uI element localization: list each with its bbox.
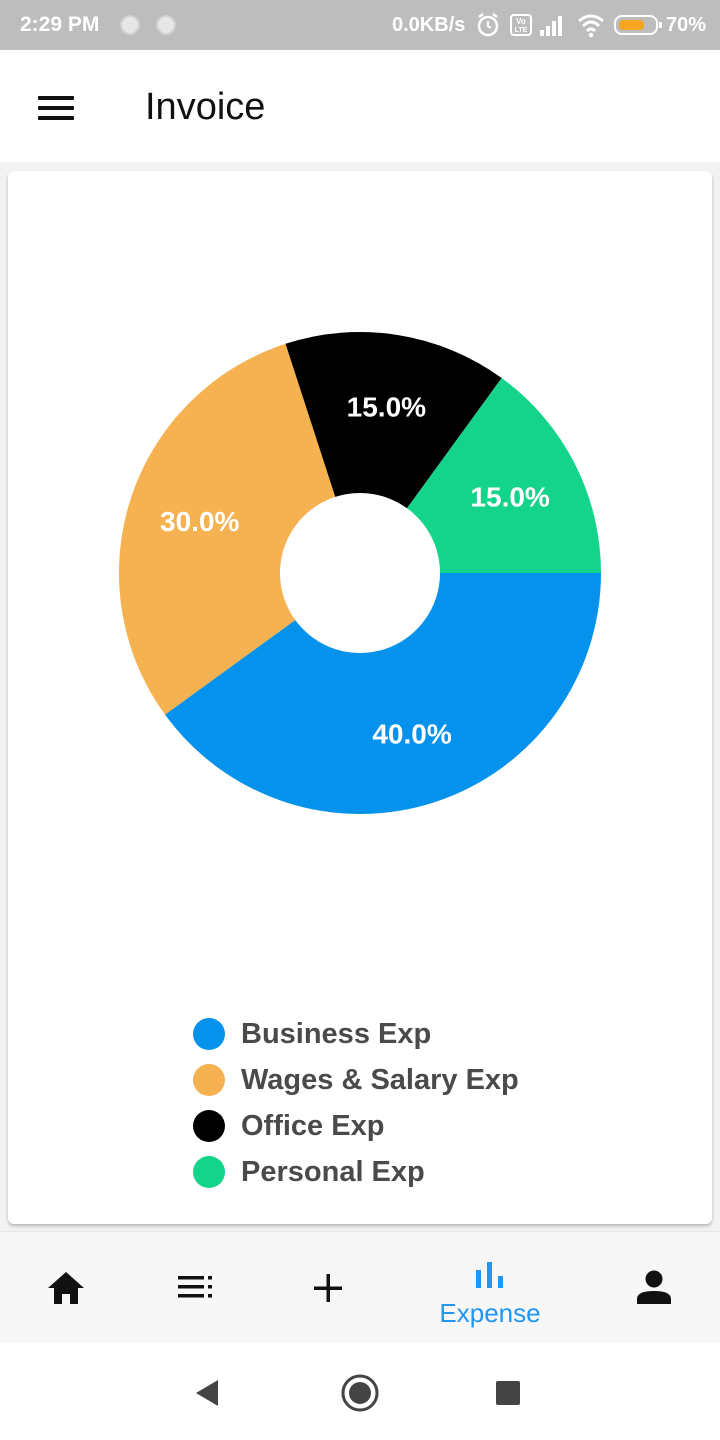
slice-label-0: 40.0%	[372, 718, 451, 749]
notification-dot-icon	[156, 15, 176, 35]
bar-chart-icon	[476, 1262, 503, 1288]
hamburger-menu-icon[interactable]	[28, 86, 84, 130]
pie-slice-3[interactable]	[407, 378, 601, 573]
legend-color-dot	[193, 1018, 225, 1050]
legend-color-dot	[193, 1156, 225, 1188]
legend-item: Personal Exp	[193, 1149, 519, 1195]
legend-item: Office Exp	[193, 1103, 519, 1149]
legend-label: Office Exp	[241, 1109, 385, 1142]
pie-slice-2[interactable]	[285, 332, 502, 509]
legend-label: Wages & Salary Exp	[241, 1063, 519, 1096]
battery-icon	[614, 15, 662, 35]
signal-icon	[540, 16, 562, 36]
volte-icon: Vo LTE	[510, 14, 532, 36]
network-speed: 0.0KB/s	[392, 14, 466, 36]
bottom-nav: Expense	[0, 1231, 720, 1343]
notification-dot-icon	[120, 15, 140, 35]
nav-expense[interactable]: Expense	[430, 1232, 550, 1344]
system-nav	[0, 1343, 720, 1440]
slice-label-2: 15.0%	[347, 392, 426, 423]
chart-card: 40.0% 30.0% 15.0% 15.0% Business Exp Wages &…	[8, 171, 712, 1224]
slice-label-1: 30.0%	[160, 506, 239, 537]
battery-percent: 70%	[666, 14, 707, 36]
recents-icon[interactable]	[494, 1379, 522, 1407]
pie-slice-1[interactable]	[118, 343, 336, 715]
nav-home[interactable]	[6, 1232, 126, 1344]
home-icon	[48, 1272, 84, 1304]
nav-add[interactable]	[267, 1232, 387, 1344]
nav-list[interactable]	[136, 1232, 256, 1344]
nav-profile[interactable]	[594, 1232, 714, 1344]
list-icon	[178, 1276, 212, 1298]
legend-color-dot	[193, 1110, 225, 1142]
legend-item: Business Exp	[193, 1011, 519, 1057]
wifi-icon	[578, 14, 604, 38]
legend-label: Business Exp	[241, 1017, 432, 1050]
legend-label: Personal Exp	[241, 1155, 425, 1188]
add-icon	[314, 1274, 342, 1302]
page-title: Invoice	[145, 86, 266, 128]
pie-slice-0[interactable]	[165, 573, 601, 815]
alarm-icon	[477, 13, 499, 37]
chart-legend: Business Exp Wages & Salary Exp Office Exp…	[193, 1011, 519, 1195]
slice-label-3: 15.0%	[470, 482, 549, 513]
nav-expense-label: Expense	[439, 1298, 541, 1328]
legend-item: Wages & Salary Exp	[193, 1057, 519, 1103]
person-icon	[637, 1270, 671, 1304]
status-bar: 2:29 PM 0.0KB/s Vo LTE 70%	[0, 0, 720, 50]
back-icon[interactable]	[192, 1377, 224, 1409]
svg-text:Vo: Vo	[516, 17, 526, 26]
home-circle-icon[interactable]	[340, 1373, 380, 1413]
status-time: 2:29 PM	[20, 13, 100, 36]
svg-text:LTE: LTE	[515, 27, 528, 34]
app-bar: Invoice	[0, 50, 720, 162]
donut-chart: 40.0% 30.0% 15.0% 15.0%	[118, 332, 601, 815]
legend-color-dot	[193, 1064, 225, 1096]
